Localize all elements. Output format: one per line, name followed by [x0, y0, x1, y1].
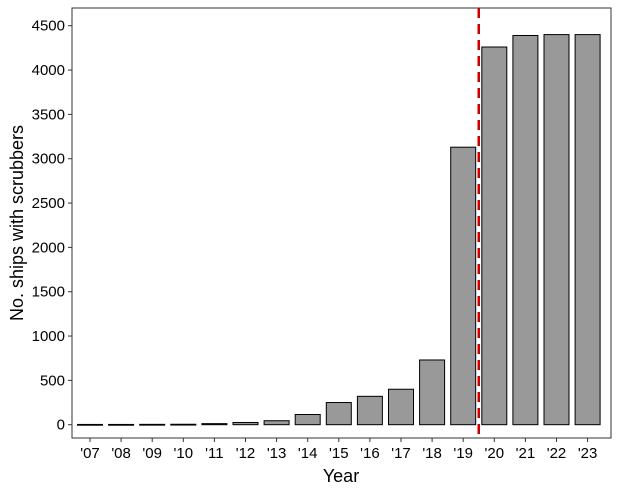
x-tick-label: '20 — [485, 445, 505, 462]
bar — [450, 146, 477, 426]
y-tick-label: 3000 — [32, 151, 65, 168]
y-tick-label: 1000 — [32, 328, 65, 345]
bar — [574, 34, 601, 426]
x-tick-label: '22 — [547, 445, 567, 462]
x-tick-label: '23 — [578, 445, 598, 462]
x-tick-label: '11 — [205, 445, 223, 462]
x-tick-label: '07 — [80, 445, 100, 462]
bar — [232, 421, 259, 426]
y-tick-label: 4000 — [32, 62, 65, 79]
bar — [512, 34, 539, 426]
bar — [419, 359, 446, 426]
x-tick-label: '13 — [267, 445, 287, 462]
x-axis: '07 '08 '09 '10 '11 '12 '13 '14 '15 '16 '17 '18 '19 '… — [80, 438, 597, 462]
bars — [77, 34, 601, 426]
x-tick-label: '18 — [422, 445, 442, 462]
x-tick-label: '10 — [174, 445, 194, 462]
x-tick-label: '21 — [516, 445, 536, 462]
y-tick-label: 3500 — [32, 106, 65, 123]
y-tick-label: 1500 — [32, 284, 65, 301]
x-tick-label: '19 — [453, 445, 473, 462]
x-axis-title: Year — [323, 466, 359, 486]
bar — [77, 423, 103, 426]
y-tick-label: 0 — [57, 417, 65, 434]
y-tick-label: 2500 — [32, 195, 65, 212]
bar — [263, 420, 290, 426]
bar — [201, 423, 228, 426]
bar — [481, 46, 508, 426]
bar — [108, 423, 135, 426]
x-tick-label: '08 — [111, 445, 131, 462]
bar — [325, 402, 352, 426]
bar — [294, 414, 321, 426]
bar — [139, 423, 166, 426]
x-tick-label: '09 — [142, 445, 162, 462]
y-tick-label: 500 — [40, 372, 65, 389]
bar — [388, 388, 414, 426]
y-tick-label: 2000 — [32, 239, 65, 256]
y-tick-label: 4500 — [32, 18, 65, 35]
x-tick-label: '15 — [329, 445, 349, 462]
bar — [543, 34, 570, 426]
y-axis: 0 500 1000 1500 2000 2500 3000 3500 4000 4500 — [32, 18, 72, 434]
x-tick-label: '12 — [236, 445, 256, 462]
bar — [356, 395, 383, 426]
x-tick-label: '16 — [360, 445, 380, 462]
y-axis-title: No. ships with scrubbers — [7, 125, 27, 321]
bar — [170, 423, 197, 426]
x-tick-label: '14 — [298, 445, 318, 462]
x-tick-label: '17 — [391, 445, 411, 462]
